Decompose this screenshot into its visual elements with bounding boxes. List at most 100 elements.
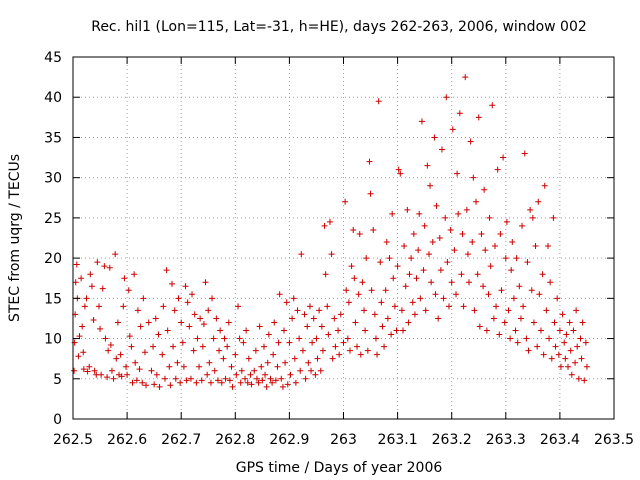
data-point [80, 366, 87, 373]
data-point [449, 126, 456, 133]
data-point [551, 319, 558, 326]
data-point [263, 383, 270, 390]
data-point [562, 355, 569, 362]
data-point [410, 230, 417, 237]
data-point [444, 259, 451, 266]
data-point [141, 349, 148, 356]
data-point [466, 279, 473, 286]
data-point [370, 226, 377, 233]
data-point [577, 335, 584, 342]
data-point [389, 210, 396, 217]
data-point [232, 351, 239, 358]
chart-title: Rec. hil1 (Lon=115, Lat=-31, h=HE), days… [91, 19, 587, 35]
axis-ticks [72, 56, 615, 420]
data-point [481, 186, 488, 193]
data-point [252, 347, 259, 354]
data-point [438, 146, 445, 153]
y-tick-label: 15 [44, 291, 62, 307]
data-point [463, 206, 470, 213]
data-point [243, 327, 250, 334]
data-point [90, 317, 97, 324]
data-point [235, 303, 242, 310]
data-point [513, 255, 520, 262]
data-point [362, 327, 369, 334]
data-point [329, 355, 336, 362]
data-point [91, 367, 98, 374]
data-point [427, 182, 434, 189]
data-point [567, 347, 574, 354]
data-point [78, 275, 85, 282]
data-point [282, 359, 289, 366]
data-point [544, 243, 551, 250]
data-point [502, 255, 509, 262]
x-tick-label: 263.1 [378, 432, 418, 448]
data-point [390, 275, 397, 282]
data-point [326, 218, 333, 225]
data-point [104, 374, 111, 381]
data-point [565, 363, 572, 370]
data-point [325, 331, 332, 338]
data-point [546, 335, 553, 342]
data-point [258, 363, 265, 370]
data-point [460, 303, 467, 310]
data-point [433, 202, 440, 209]
data-point [459, 230, 466, 237]
data-point [456, 110, 463, 117]
y-tick-label: 45 [44, 50, 62, 66]
data-point [202, 279, 209, 286]
data-point [371, 311, 378, 318]
data-point [193, 379, 200, 386]
data-point [125, 287, 132, 294]
data-point [120, 303, 127, 310]
data-point [276, 291, 283, 298]
data-point [182, 283, 189, 290]
data-point [579, 319, 586, 326]
data-point [278, 375, 285, 382]
x-tick-label: 262.6 [107, 432, 147, 448]
data-point [494, 166, 501, 173]
data-point [302, 375, 309, 382]
y-tick-label: 35 [44, 130, 62, 146]
data-point [475, 114, 482, 121]
data-point [291, 355, 298, 362]
data-point [516, 283, 523, 290]
data-point [216, 347, 223, 354]
data-point [148, 367, 155, 374]
data-point [294, 307, 301, 314]
data-point [213, 315, 220, 322]
data-point [150, 343, 157, 350]
data-point [171, 307, 178, 314]
data-point [377, 259, 384, 266]
data-point [86, 363, 93, 370]
data-point [88, 283, 95, 290]
data-point [431, 134, 438, 141]
data-point [322, 271, 329, 278]
data-point [557, 363, 564, 370]
data-point [256, 323, 263, 330]
data-point [471, 307, 478, 314]
data-point [391, 303, 398, 310]
data-point [482, 247, 489, 254]
data-point [443, 94, 450, 101]
data-point [421, 222, 428, 229]
data-point [490, 315, 497, 322]
data-point [198, 377, 205, 384]
data-point [523, 335, 530, 342]
data-point [394, 263, 401, 270]
data-point [169, 280, 176, 287]
data-point [275, 339, 282, 346]
data-point [140, 295, 147, 302]
data-point [497, 230, 504, 237]
grid [73, 57, 614, 419]
data-point [267, 375, 274, 382]
data-point [383, 239, 390, 246]
data-point [548, 355, 555, 362]
data-point [379, 323, 386, 330]
data-point [84, 368, 91, 375]
data-point [514, 339, 521, 346]
data-point [496, 331, 503, 338]
data-point [204, 371, 211, 378]
data-point [210, 335, 217, 342]
data-point [537, 327, 544, 334]
x-tick-labels: 262.5 262.6 262.7 262.8 262.9 263 263.1 263.2 26… [53, 432, 634, 448]
